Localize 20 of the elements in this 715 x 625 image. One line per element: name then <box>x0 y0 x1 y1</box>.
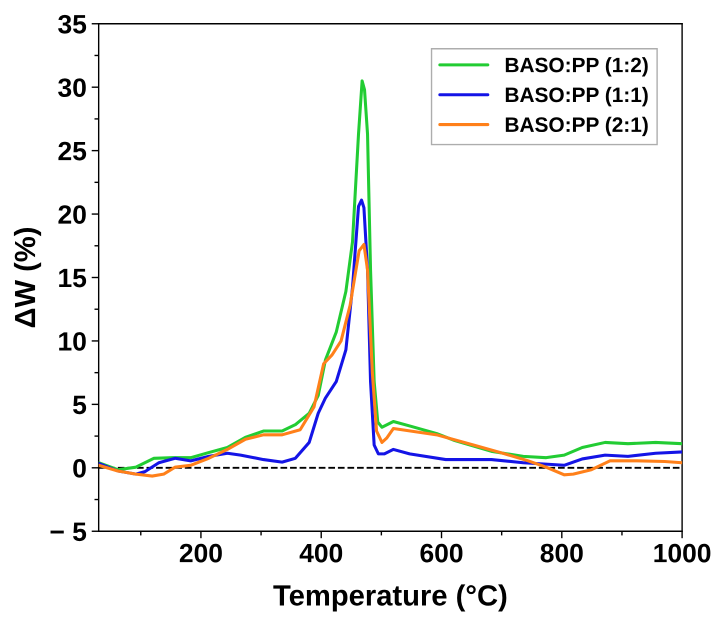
y-axis-title: ΔW (%) <box>14 228 42 328</box>
x-tick-label: 200 <box>180 544 222 562</box>
legend-label: BASO:PP (1:1) <box>506 86 648 106</box>
legend-label: BASO:PP (2:1) <box>506 116 648 136</box>
y-tick-label: − 5 <box>50 522 86 542</box>
y-tick-label: 10 <box>59 332 86 351</box>
y-tick-label: 30 <box>58 78 86 98</box>
x-tick-label: 800 <box>540 544 583 562</box>
y-tick-label: 15 <box>59 268 86 288</box>
y-tick-label: 25 <box>58 142 86 160</box>
x-axis-title: Temperature (°C) <box>273 584 506 612</box>
line-series <box>98 242 682 478</box>
x-tick-label: 600 <box>420 544 462 562</box>
legend-label: BASO:PP (1:2) <box>506 57 648 77</box>
y-tick-label: 0 <box>73 458 86 478</box>
x-tick-label: 400 <box>300 544 342 562</box>
y-tick-label: 5 <box>73 396 86 414</box>
y-tick-label: 35 <box>58 14 86 34</box>
x-tick-label: 1000 <box>654 544 710 562</box>
y-tick-label: 20 <box>58 205 86 224</box>
